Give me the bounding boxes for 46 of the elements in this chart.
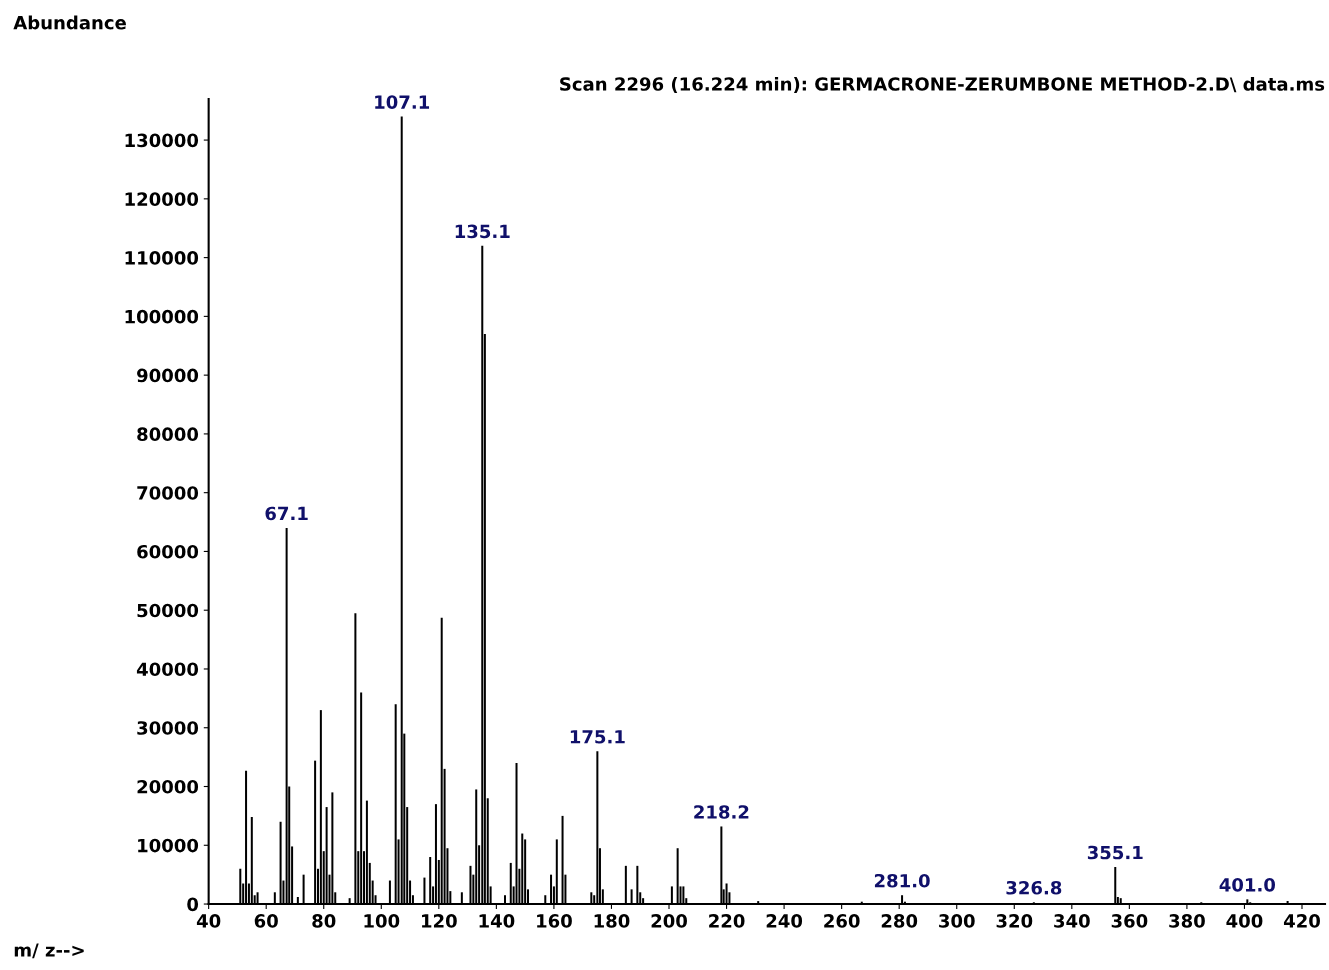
- x-tick-label: 100: [364, 914, 400, 928]
- annotation: 401.0: [1219, 878, 1276, 892]
- annotation: 281.0: [874, 873, 930, 888]
- annotation: 175.1: [570, 730, 625, 744]
- x-tick-label: 420: [1283, 914, 1320, 928]
- x-tick-label: 40: [196, 914, 221, 928]
- x-tick-label: 140: [479, 914, 515, 928]
- x-tick-label: 280: [881, 914, 918, 928]
- x-tick-label: 160: [537, 914, 572, 928]
- chart-title: Scan 2296 (16.224 min): GERMACRONE-ZERUMBONE METHOD-2.D\ data.ms: [560, 76, 1325, 93]
- y-tick-label: 20000: [137, 779, 199, 794]
- y-tick-label: 60000: [137, 544, 199, 559]
- x-tick-label: 380: [1169, 914, 1205, 928]
- x-tick-label: 260: [824, 914, 860, 928]
- x-tick-label: 340: [1054, 914, 1090, 928]
- annotation: 107.1: [375, 95, 430, 109]
- x-tick-label: 220: [709, 914, 745, 928]
- x-tick-label: 300: [939, 914, 975, 928]
- annotation: 135.1: [455, 224, 510, 239]
- x-tick-label: 200: [651, 914, 687, 928]
- x-tick-label: 180: [594, 914, 630, 928]
- x-tick-label: 320: [996, 914, 1033, 928]
- y-tick-label: 70000: [137, 486, 199, 500]
- y-tick-label: 80000: [137, 427, 199, 442]
- y-tick-label: 130000: [125, 133, 199, 148]
- y-tick-label: 90000: [137, 368, 199, 383]
- y-tick-label: 40000: [136, 662, 199, 677]
- x-tick-label: 400: [1226, 914, 1263, 928]
- y-tick-label: 30000: [137, 721, 199, 735]
- x-tick-label: 80: [312, 914, 336, 928]
- x-tick-label: 60: [254, 914, 278, 928]
- y-tick-label: 100000: [125, 309, 199, 324]
- annotation: 218.2: [694, 805, 749, 819]
- x-tick-label: 360: [1111, 914, 1148, 928]
- annotation: 67.1: [265, 506, 308, 521]
- x-tick-label: 120: [422, 914, 457, 928]
- annotation: 355.1: [1087, 845, 1143, 860]
- y-tick-label: 50000: [137, 603, 199, 618]
- y-axis-title: Abundance: [13, 15, 126, 30]
- x-tick-label: 240: [766, 914, 803, 928]
- y-tick-label: 120000: [125, 192, 199, 206]
- y-tick-label: 110000: [125, 251, 199, 265]
- x-axis-title: m/ z-->: [14, 943, 84, 959]
- y-tick-label: 0: [187, 897, 199, 912]
- y-tick-label: 10000: [138, 838, 199, 853]
- annotation: 326.8: [1006, 880, 1062, 895]
